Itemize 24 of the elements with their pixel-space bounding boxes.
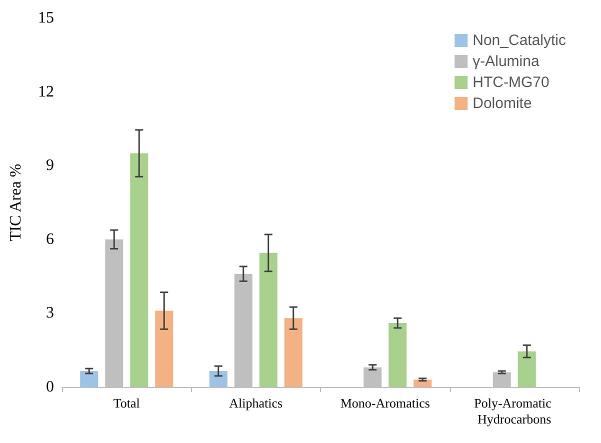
bar [284,318,302,387]
y-tick-label: 6 [46,230,54,248]
bar [259,252,278,387]
y-tick-label: 0 [46,378,54,396]
y-tick-label: 12 [38,83,54,100]
bar [209,371,228,387]
x-tick-label: Total [113,396,140,410]
x-tick-label: Mono-Aromatics [340,396,430,410]
bar [388,323,407,387]
legend-label: HTC-MG70 [472,74,550,91]
x-tick-label: Aliphatics [229,396,283,410]
y-tick-label: 15 [38,10,54,26]
y-tick-label: 9 [46,157,54,174]
y-axis-title: TIC Area % [8,164,24,242]
y-tick-label: 3 [46,304,54,322]
x-tick-label: Poly-Aromatic Hydrocarbons [474,396,555,426]
bar [80,371,98,387]
legend-label: Dolomite [472,95,532,112]
bar [414,380,432,387]
bar [518,351,536,387]
bar [130,153,148,387]
bar [155,310,174,387]
legend-label: γ-Alumina [472,53,540,70]
legend-label: Non_Catalytic [472,32,566,49]
